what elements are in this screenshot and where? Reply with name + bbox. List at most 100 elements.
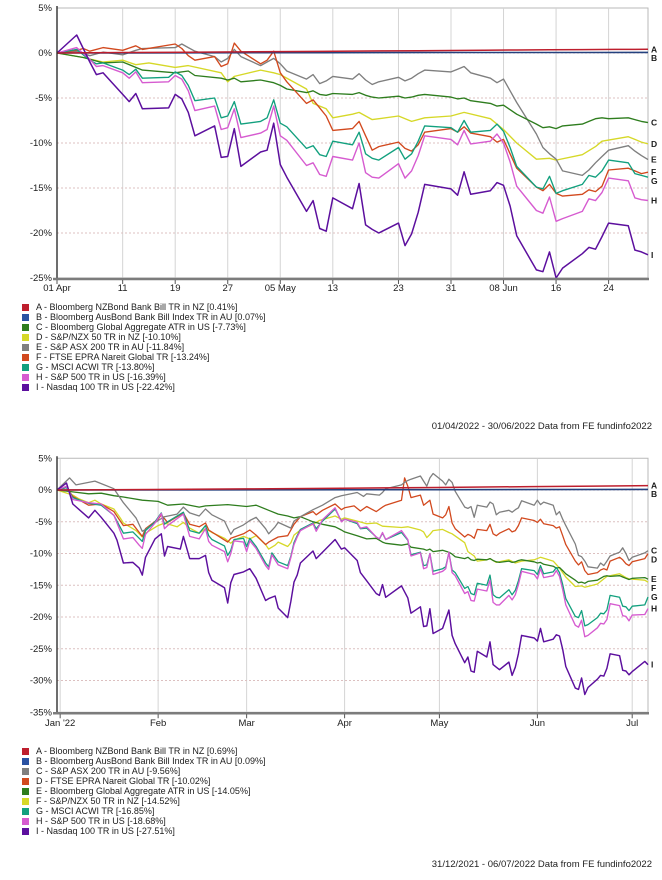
y-tick-label: 0% [38,48,52,59]
legend-label-G: G - MSCI ACWI TR [-13.80%] [36,362,155,372]
series-end-label-I: I [651,250,653,260]
y-tick-label: -5% [35,517,52,528]
legend-swatch-E [22,788,29,795]
legend-item-H: H - S&P 500 TR in US [-18.68%] [22,816,265,826]
legend-swatch-C [22,324,29,331]
legend-label-F: F - S&P/NZX 50 TR in NZ [-14.52%] [36,796,180,806]
legend-label-E: E - S&P ASX 200 TR in AU [-11.84%] [36,342,185,352]
legend-swatch-D [22,334,29,341]
x-tick-label: Feb [150,718,166,729]
top-chart-legend: A - Bloomberg NZBond Bank Bill TR in NZ … [22,302,265,392]
series-end-label-C: C [651,118,657,128]
series-end-label-C: C [651,546,657,556]
y-tick-label: -10% [30,549,53,560]
legend-item-G: G - MSCI ACWI TR [-16.85%] [22,806,265,816]
series-end-label-A: A [651,481,657,491]
series-line-I [56,34,649,279]
y-tick-label: -10% [30,138,53,149]
x-tick-label: 31 [446,283,457,294]
legend-swatch-I [22,828,29,835]
legend-swatch-B [22,314,29,321]
y-tick-label: -15% [30,580,53,591]
y-tick-label: -35% [30,707,53,718]
series-line-H [56,485,649,638]
series-end-label-G: G [651,592,658,602]
bottom-chart-legend: A - Bloomberg NZBond Bank Bill TR in NZ … [22,746,265,836]
legend-label-C: C - S&P ASX 200 TR in AU [-9.56%] [36,766,181,776]
series-line-D [56,477,649,576]
bottom-chart-date-note: 31/12/2021 - 06/07/2022 Data from FE fun… [431,859,652,870]
x-tick-label: 01 Apr [43,283,70,294]
legend-item-I: I - Nasdaq 100 TR in US [-22.42%] [22,382,265,392]
series-end-label-D: D [651,139,657,149]
legend-label-C: C - Bloomberg Global Aggregate ATR in US… [36,322,246,332]
legend-swatch-I [22,384,29,391]
series-line-C [56,472,649,569]
series-end-label-I: I [651,660,653,670]
x-tick-label: 23 [393,283,404,294]
y-tick-label: -20% [30,612,53,623]
legend-swatch-G [22,364,29,371]
series-end-label-F: F [651,583,656,593]
x-tick-label: 16 [551,283,562,294]
legend-swatch-H [22,374,29,381]
x-tick-label: Jun [530,718,545,729]
legend-label-A: A - Bloomberg NZBond Bank Bill TR in NZ … [36,302,238,312]
y-tick-label: -5% [35,93,52,104]
y-tick-label: 0% [38,485,52,496]
series-end-label-D: D [651,554,657,564]
legend-label-I: I - Nasdaq 100 TR in US [-27.51%] [36,826,175,836]
legend-label-F: F - FTSE EPRA Nareit Global TR [-13.24%] [36,352,210,362]
series-line-F [56,42,649,197]
x-tick-label: 24 [603,283,614,294]
series-end-label-E: E [651,155,657,165]
series-line-E [56,43,649,177]
series-end-label-G: G [651,176,658,186]
legend-swatch-F [22,354,29,361]
legend-swatch-A [22,748,29,755]
legend-item-I: I - Nasdaq 100 TR in US [-27.51%] [22,826,265,836]
legend-label-D: D - S&P/NZX 50 TR in NZ [-10.10%] [36,332,181,342]
legend-swatch-B [22,758,29,765]
legend-label-D: D - FTSE EPRA Nareit Global TR [-10.02%] [36,776,211,786]
series-end-label-H: H [651,196,657,206]
series-end-label-A: A [651,44,657,54]
legend-item-A: A - Bloomberg NZBond Bank Bill TR in NZ … [22,302,265,312]
legend-label-I: I - Nasdaq 100 TR in US [-22.42%] [36,382,175,392]
series-line-E [56,489,649,584]
y-tick-label: 5% [38,453,52,464]
legend-label-E: E - Bloomberg Global Aggregate ATR in US… [36,786,251,796]
series-line-H [56,46,649,223]
series-line-A [56,484,649,491]
legend-item-D: D - S&P/NZX 50 TR in NZ [-10.10%] [22,332,265,342]
series-end-label-B: B [651,489,657,499]
series-line-D [56,52,649,161]
x-tick-label: May [430,718,448,729]
legend-item-F: F - S&P/NZX 50 TR in NZ [-14.52%] [22,796,265,806]
x-tick-label: 11 [118,283,128,294]
legend-item-B: B - Bloomberg AusBond Bank Bill Index TR… [22,756,265,766]
legend-swatch-A [22,304,29,311]
series-end-label-F: F [651,167,656,177]
series-end-label-E: E [651,574,657,584]
legend-item-A: A - Bloomberg NZBond Bank Bill TR in NZ … [22,746,265,756]
legend-item-F: F - FTSE EPRA Nareit Global TR [-13.24%] [22,352,265,362]
x-tick-label: Jan '22 [45,718,75,729]
top-chart: 5% 0% -5% -10% -15% -20% -25%01 Apr 11 19 27 05 Ma… [30,3,658,294]
legend-item-C: C - S&P ASX 200 TR in AU [-9.56%] [22,766,265,776]
legend-item-G: G - MSCI ACWI TR [-13.80%] [22,362,265,372]
legend-label-G: G - MSCI ACWI TR [-16.85%] [36,806,155,816]
legend-item-E: E - S&P ASX 200 TR in AU [-11.84%] [22,342,265,352]
x-tick-label: Jul [626,718,638,729]
y-tick-label: -25% [30,644,53,655]
legend-swatch-C [22,768,29,775]
y-tick-label: -20% [30,228,53,239]
series-line-I [56,482,649,696]
legend-swatch-E [22,344,29,351]
series-line-C [56,52,649,130]
series-line-A [56,48,649,54]
x-tick-label: 08 Jun [489,283,518,294]
series-line-G [56,48,649,195]
legend-swatch-H [22,818,29,825]
